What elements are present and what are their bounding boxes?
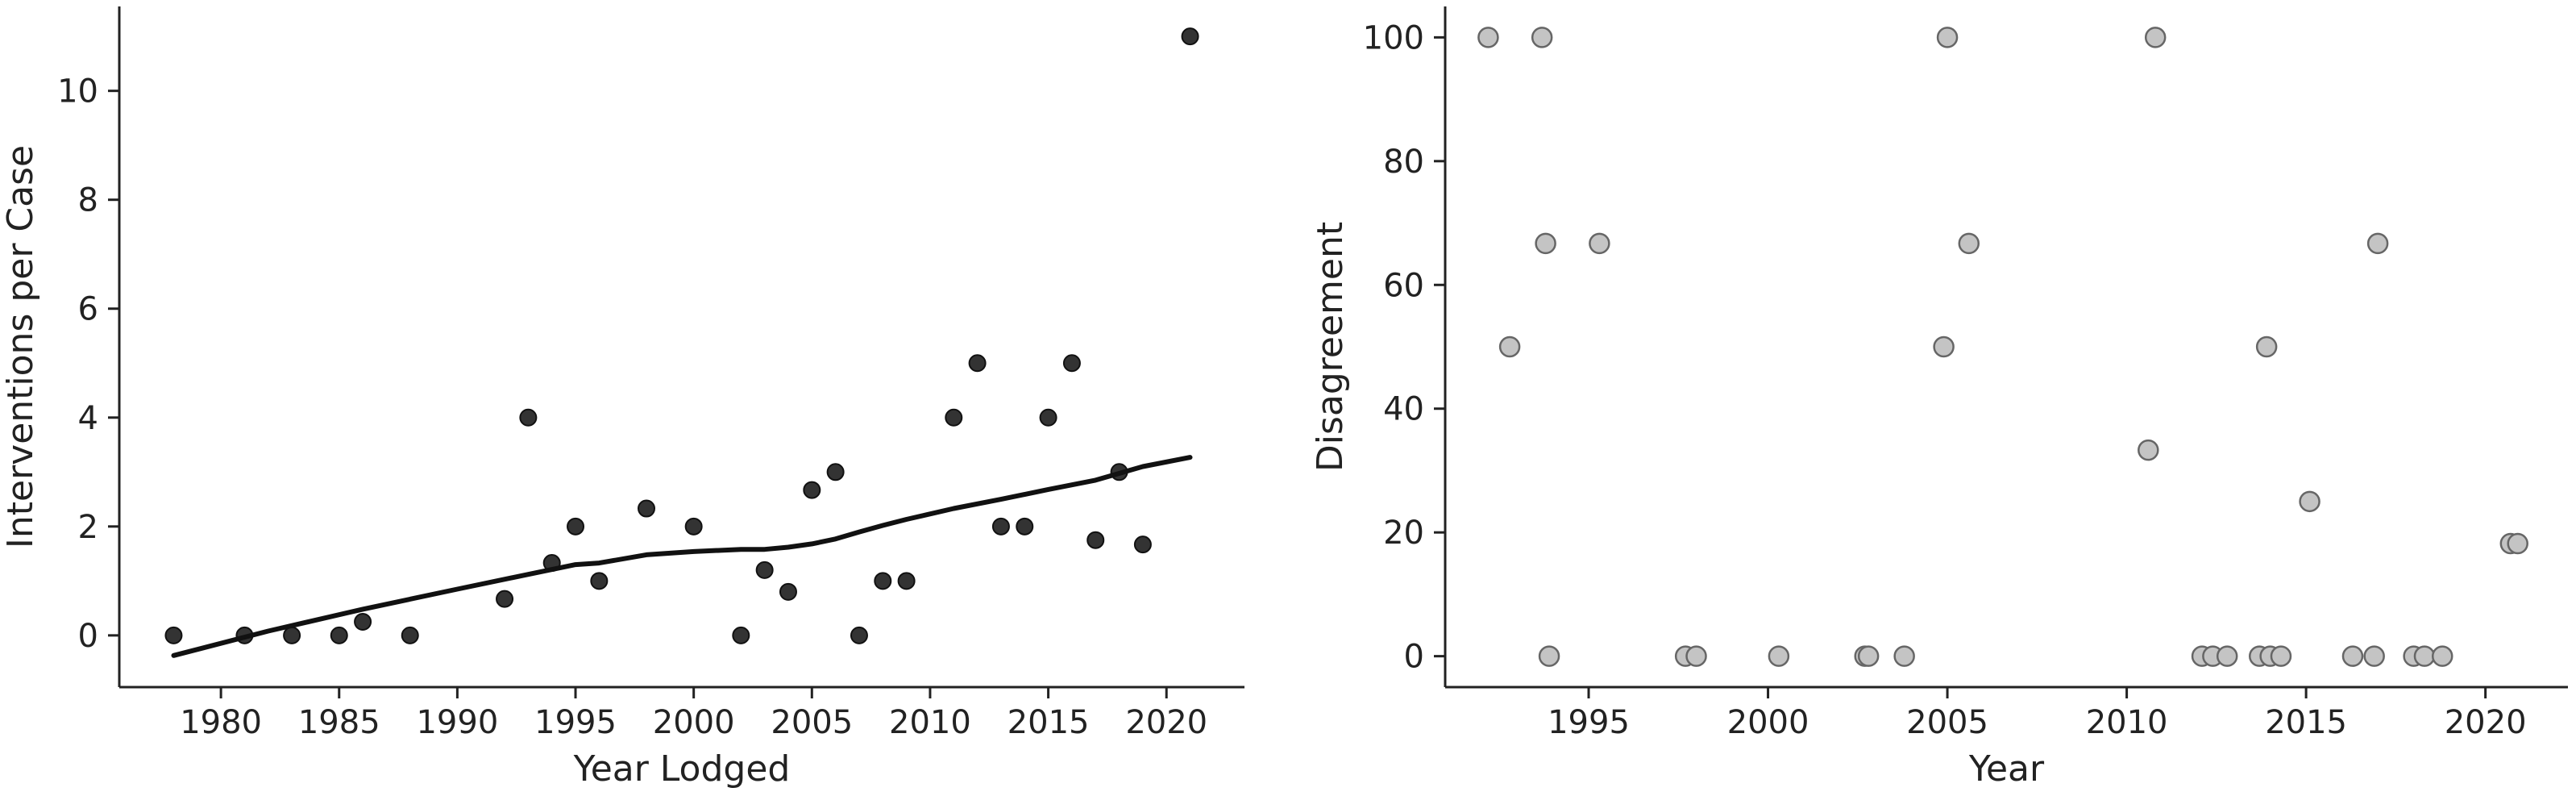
x-axis-label: Year <box>1968 748 2045 790</box>
y-tick-label: 80 <box>1383 144 1424 181</box>
data-point <box>991 517 1010 536</box>
data-point <box>2413 645 2436 667</box>
y-tick-label: 100 <box>1363 19 1424 56</box>
y-tick-label: 6 <box>78 291 98 328</box>
data-point <box>1685 645 1707 667</box>
data-point <box>874 572 892 590</box>
data-point <box>496 590 514 608</box>
y-tick-label: 0 <box>1404 639 1424 676</box>
x-tick-label: 2005 <box>1906 704 1988 741</box>
data-point <box>2270 645 2292 667</box>
data-point <box>2299 490 2320 513</box>
data-point <box>1857 645 1880 667</box>
data-point <box>519 408 538 427</box>
data-point <box>1039 408 1057 427</box>
data-point <box>1768 645 1790 667</box>
data-point <box>850 626 868 644</box>
data-point <box>2507 532 2528 555</box>
trend-line <box>171 455 1193 658</box>
x-tick-label: 2000 <box>653 704 735 741</box>
data-point <box>2144 27 2167 48</box>
data-point <box>164 626 183 644</box>
x-tick-label: 1990 <box>416 704 498 741</box>
x-tick-label: 2020 <box>1125 704 1207 741</box>
x-tick-label: 2000 <box>1727 704 1809 741</box>
y-tick-label: 2 <box>78 509 98 546</box>
data-point <box>590 572 609 590</box>
data-point <box>1589 232 1610 255</box>
data-point <box>826 463 845 481</box>
data-point <box>2431 645 2453 667</box>
y-tick-label: 60 <box>1383 267 1424 304</box>
data-point <box>354 612 372 631</box>
x-tick-label: 2005 <box>771 704 853 741</box>
data-point <box>1531 27 1553 48</box>
x-tick-label: 2010 <box>889 704 971 741</box>
data-point <box>2255 335 2278 358</box>
x-axis-label: Year Lodged <box>573 748 791 790</box>
y-axis-label: Disagreement <box>1310 222 1351 472</box>
x-tick-label: 2020 <box>2445 704 2527 741</box>
data-point <box>638 499 656 518</box>
data-point <box>2341 645 2364 667</box>
data-point <box>1538 645 1560 667</box>
data-point <box>1062 354 1081 373</box>
data-point <box>401 626 419 644</box>
y-tick-label: 10 <box>57 73 98 110</box>
data-point <box>2138 439 2159 461</box>
data-point <box>945 408 963 427</box>
data-point <box>330 626 348 644</box>
x-tick-label: 1980 <box>180 704 262 741</box>
disagreement-panel: 1995 2000 2005 2010 2015 2020 0 20 40 60 80 100 Year… <box>1310 6 2568 790</box>
x-tick-label: 2010 <box>2086 704 2168 741</box>
data-point <box>1958 232 1980 255</box>
x-tick-label: 1985 <box>298 704 380 741</box>
y-axis-label: Interventions per Case <box>0 145 41 548</box>
data-point <box>779 582 797 601</box>
data-point <box>1498 335 1521 358</box>
data-point <box>684 517 703 536</box>
data-point <box>2216 645 2238 667</box>
data-point <box>755 561 774 579</box>
y-tick-label: 4 <box>78 400 98 437</box>
data-point <box>1477 27 1499 48</box>
y-tick-label: 20 <box>1383 515 1424 552</box>
y-tick-label: 8 <box>78 182 98 219</box>
data-point <box>1133 536 1152 554</box>
data-point <box>732 626 750 644</box>
data-point <box>1893 645 1915 667</box>
x-tick-label: 1995 <box>1548 704 1630 741</box>
data-point <box>1936 27 1959 48</box>
data-point <box>283 626 301 644</box>
data-point <box>897 572 916 590</box>
data-point <box>2366 232 2389 255</box>
data-point <box>1933 335 1955 358</box>
data-point <box>1016 517 1034 536</box>
x-tick-label: 2015 <box>1008 704 1090 741</box>
data-point <box>2363 645 2385 667</box>
data-point <box>1181 27 1199 46</box>
interventions-panel: 1980 1985 1990 1995 2000 2005 2010 2015 2020 0 2 4 6… <box>0 6 1244 790</box>
data-point <box>968 354 987 373</box>
data-point <box>803 481 821 499</box>
y-tick-label: 40 <box>1383 391 1424 428</box>
data-point <box>1535 232 1556 255</box>
x-tick-label: 2015 <box>2265 704 2347 741</box>
data-point <box>1086 531 1105 549</box>
y-tick-label: 0 <box>78 618 98 655</box>
x-tick-label: 1995 <box>534 704 617 741</box>
data-point <box>567 517 585 536</box>
